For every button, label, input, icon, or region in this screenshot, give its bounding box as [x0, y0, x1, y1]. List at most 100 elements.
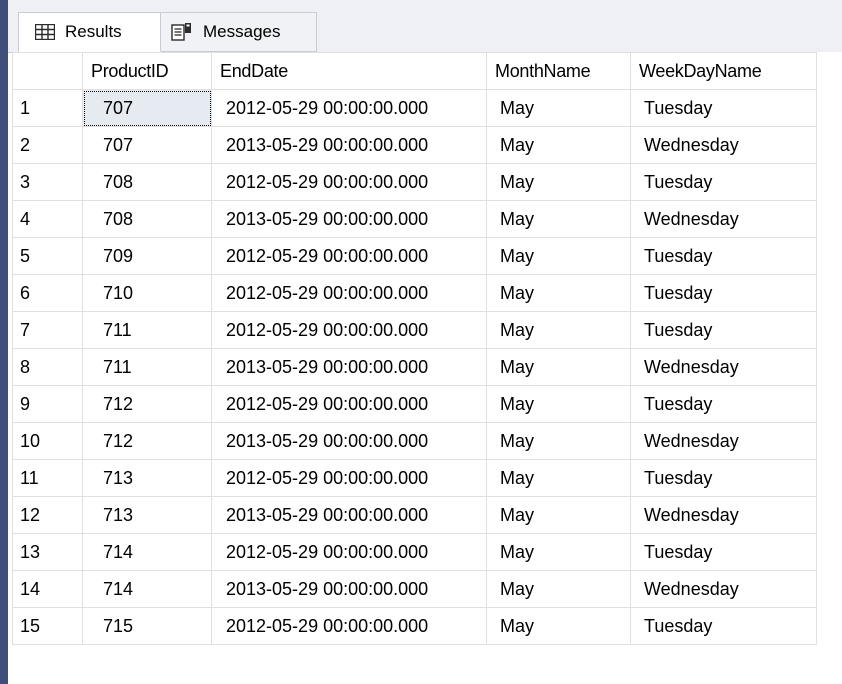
row-number[interactable]: 10 [12, 422, 83, 460]
column-header-productid[interactable]: ProductID [82, 52, 212, 90]
cell-weekdayname[interactable]: Tuesday [630, 533, 817, 571]
cell-productid[interactable]: 707 [82, 89, 212, 127]
cell-weekdayname[interactable]: Tuesday [630, 311, 817, 349]
row-number[interactable]: 11 [12, 459, 83, 497]
cell-enddate[interactable]: 2013-05-29 00:00:00.000 [211, 496, 487, 534]
cell-enddate[interactable]: 2012-05-29 00:00:00.000 [211, 607, 487, 645]
cell-enddate[interactable]: 2013-05-29 00:00:00.000 [211, 348, 487, 386]
row-number[interactable]: 2 [12, 126, 83, 164]
tab-results[interactable]: Results [18, 12, 161, 52]
cell-enddate[interactable]: 2013-05-29 00:00:00.000 [211, 200, 487, 238]
cell-weekdayname[interactable]: Wednesday [630, 348, 817, 386]
cell-enddate[interactable]: 2012-05-29 00:00:00.000 [211, 311, 487, 349]
column-header-monthname[interactable]: MonthName [486, 52, 631, 90]
cell-productid[interactable]: 709 [82, 237, 212, 275]
cell-monthname[interactable]: May [486, 422, 631, 460]
table-row[interactable]: 13 714 2012-05-29 00:00:00.000 May Tuesday [12, 533, 817, 571]
cell-monthname[interactable]: May [486, 89, 631, 127]
cell-monthname[interactable]: May [486, 607, 631, 645]
tab-messages[interactable]: Messages [161, 12, 317, 52]
cell-weekdayname[interactable]: Wednesday [630, 422, 817, 460]
row-number-header[interactable] [12, 52, 83, 90]
cell-weekdayname[interactable]: Tuesday [630, 274, 817, 312]
column-header-weekdayname[interactable]: WeekDayName [630, 52, 817, 90]
cell-weekdayname[interactable]: Tuesday [630, 89, 817, 127]
table-row[interactable]: 5 709 2012-05-29 00:00:00.000 May Tuesday [12, 237, 817, 275]
row-number[interactable]: 4 [12, 200, 83, 238]
cell-productid[interactable]: 715 [82, 607, 212, 645]
cell-weekdayname[interactable]: Tuesday [630, 459, 817, 497]
cell-productid[interactable]: 710 [82, 274, 212, 312]
cell-monthname[interactable]: May [486, 311, 631, 349]
cell-weekdayname[interactable]: Tuesday [630, 163, 817, 201]
cell-enddate[interactable]: 2012-05-29 00:00:00.000 [211, 89, 487, 127]
cell-monthname[interactable]: May [486, 126, 631, 164]
row-number[interactable]: 3 [12, 163, 83, 201]
cell-enddate[interactable]: 2012-05-29 00:00:00.000 [211, 533, 487, 571]
row-number[interactable]: 14 [12, 570, 83, 608]
table-row[interactable]: 12 713 2013-05-29 00:00:00.000 May Wednesday [12, 496, 817, 534]
cell-weekdayname[interactable]: Tuesday [630, 385, 817, 423]
cell-weekdayname[interactable]: Tuesday [630, 237, 817, 275]
cell-productid[interactable]: 713 [82, 459, 212, 497]
table-row[interactable]: 7 711 2012-05-29 00:00:00.000 May Tuesday [12, 311, 817, 349]
row-number[interactable]: 1 [12, 89, 83, 127]
table-row[interactable]: 14 714 2013-05-29 00:00:00.000 May Wednesday [12, 570, 817, 608]
row-number[interactable]: 5 [12, 237, 83, 275]
table-row[interactable]: 4 708 2013-05-29 00:00:00.000 May Wednesday [12, 200, 817, 238]
cell-monthname[interactable]: May [486, 274, 631, 312]
cell-weekdayname[interactable]: Tuesday [630, 607, 817, 645]
cell-enddate[interactable]: 2012-05-29 00:00:00.000 [211, 237, 487, 275]
row-number[interactable]: 7 [12, 311, 83, 349]
cell-monthname[interactable]: May [486, 385, 631, 423]
cell-productid[interactable]: 707 [82, 126, 212, 164]
cell-enddate[interactable]: 2013-05-29 00:00:00.000 [211, 126, 487, 164]
table-row[interactable]: 3 708 2012-05-29 00:00:00.000 May Tuesday [12, 163, 817, 201]
results-grid[interactable]: ProductID EndDate MonthName WeekDayName … [12, 52, 842, 684]
cell-weekdayname[interactable]: Wednesday [630, 126, 817, 164]
cell-monthname[interactable]: May [486, 459, 631, 497]
row-number[interactable]: 8 [12, 348, 83, 386]
row-number[interactable]: 12 [12, 496, 83, 534]
cell-productid[interactable]: 712 [82, 422, 212, 460]
header-row: ProductID EndDate MonthName WeekDayName [12, 52, 817, 90]
cell-productid[interactable]: 714 [82, 533, 212, 571]
table-row[interactable]: 8 711 2013-05-29 00:00:00.000 May Wednesday [12, 348, 817, 386]
cell-monthname[interactable]: May [486, 200, 631, 238]
row-number[interactable]: 6 [12, 274, 83, 312]
cell-productid[interactable]: 708 [82, 200, 212, 238]
table-row[interactable]: 6 710 2012-05-29 00:00:00.000 May Tuesday [12, 274, 817, 312]
cell-monthname[interactable]: May [486, 163, 631, 201]
cell-enddate[interactable]: 2012-05-29 00:00:00.000 [211, 385, 487, 423]
cell-enddate[interactable]: 2012-05-29 00:00:00.000 [211, 459, 487, 497]
cell-productid[interactable]: 708 [82, 163, 212, 201]
table-row[interactable]: 2 707 2013-05-29 00:00:00.000 May Wednesday [12, 126, 817, 164]
table-row[interactable]: 9 712 2012-05-29 00:00:00.000 May Tuesday [12, 385, 817, 423]
tab-results-label: Results [65, 22, 122, 41]
cell-productid[interactable]: 714 [82, 570, 212, 608]
cell-monthname[interactable]: May [486, 533, 631, 571]
cell-productid[interactable]: 711 [82, 311, 212, 349]
cell-weekdayname[interactable]: Wednesday [630, 200, 817, 238]
row-number[interactable]: 13 [12, 533, 83, 571]
cell-weekdayname[interactable]: Wednesday [630, 570, 817, 608]
row-number[interactable]: 15 [12, 607, 83, 645]
cell-productid[interactable]: 713 [82, 496, 212, 534]
cell-monthname[interactable]: May [486, 496, 631, 534]
cell-monthname[interactable]: May [486, 570, 631, 608]
cell-weekdayname[interactable]: Wednesday [630, 496, 817, 534]
cell-enddate[interactable]: 2013-05-29 00:00:00.000 [211, 422, 487, 460]
cell-monthname[interactable]: May [486, 237, 631, 275]
table-row[interactable]: 15 715 2012-05-29 00:00:00.000 May Tuesday [12, 607, 817, 645]
cell-enddate[interactable]: 2012-05-29 00:00:00.000 [211, 274, 487, 312]
cell-productid[interactable]: 711 [82, 348, 212, 386]
cell-enddate[interactable]: 2012-05-29 00:00:00.000 [211, 163, 487, 201]
row-number[interactable]: 9 [12, 385, 83, 423]
table-row[interactable]: 1 707 2012-05-29 00:00:00.000 May Tuesday [12, 89, 817, 127]
table-row[interactable]: 10 712 2013-05-29 00:00:00.000 May Wednesday [12, 422, 817, 460]
column-header-enddate[interactable]: EndDate [211, 52, 487, 90]
cell-monthname[interactable]: May [486, 348, 631, 386]
cell-productid[interactable]: 712 [82, 385, 212, 423]
cell-enddate[interactable]: 2013-05-29 00:00:00.000 [211, 570, 487, 608]
table-row[interactable]: 11 713 2012-05-29 00:00:00.000 May Tuesday [12, 459, 817, 497]
